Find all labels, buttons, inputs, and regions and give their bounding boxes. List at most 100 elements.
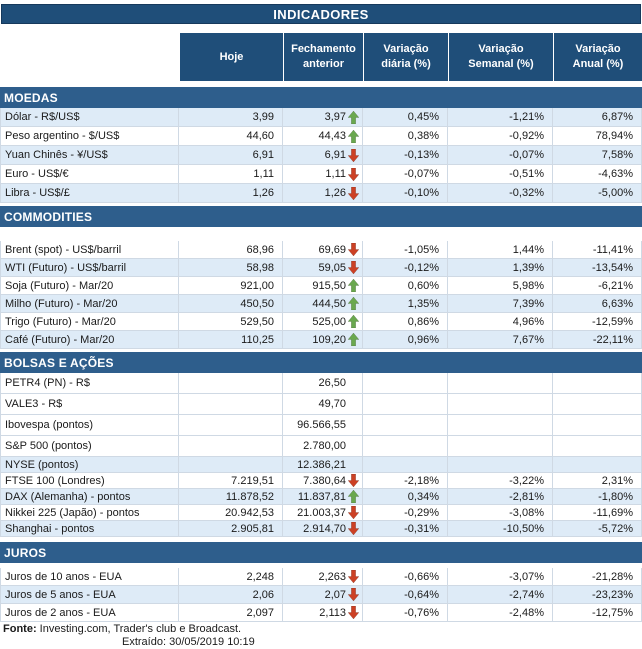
cell-variacao-semanal: -10,50% xyxy=(448,521,553,537)
fechamento-value: 3,97 xyxy=(324,111,346,123)
cell-variacao-semanal: 7,67% xyxy=(448,331,553,349)
trend-down-icon xyxy=(346,570,360,583)
column-header-hoje: Hoje xyxy=(179,33,283,81)
table-row-nyse-pontos: NYSE (pontos) 12.386,21 xyxy=(0,457,642,473)
cell-variacao-anual: -1,80% xyxy=(553,489,642,505)
row-label: FTSE 100 (Londres) xyxy=(0,473,179,489)
cell-fechamento-anterior: 44,43 xyxy=(283,127,363,146)
cell-fechamento-anterior: 915,50 xyxy=(283,277,363,295)
cell-hoje: 529,50 xyxy=(179,313,283,331)
cell-hoje xyxy=(179,394,283,415)
trend-up-icon xyxy=(346,129,360,143)
cell-fechamento-anterior: 49,70 xyxy=(283,394,363,415)
fechamento-value: 11.837,81 xyxy=(297,490,346,503)
cell-variacao-semanal: 5,98% xyxy=(448,277,553,295)
row-label: WTI (Futuro) - US$/barril xyxy=(0,259,179,277)
cell-hoje xyxy=(179,457,283,473)
source-label: Fonte: xyxy=(3,623,37,635)
cell-hoje: 6,91 xyxy=(179,146,283,165)
header-empty-cell xyxy=(0,33,179,81)
cell-hoje: 3,99 xyxy=(179,108,283,127)
table-row-petr4-pn-r: PETR4 (PN) - R$ 26,50 xyxy=(0,373,642,394)
cell-variacao-semanal: -3,07% xyxy=(448,568,553,586)
cell-fechamento-anterior: 7.380,64 xyxy=(283,473,363,489)
cell-variacao-semanal: -3,08% xyxy=(448,505,553,521)
table-row-milho-futuro-mar-20: Milho (Futuro) - Mar/20 450,50 444,50 1,35%… xyxy=(0,295,642,313)
cell-variacao-semanal: 1,39% xyxy=(448,259,553,277)
cell-variacao-semanal: -2,74% xyxy=(448,586,553,604)
cell-fechamento-anterior: 12.386,21 xyxy=(283,457,363,473)
fechamento-value: 2.780,00 xyxy=(303,440,346,452)
cell-variacao-anual xyxy=(553,373,642,394)
trend-down-icon xyxy=(346,506,360,519)
row-label: S&P 500 (pontos) xyxy=(0,436,179,457)
cell-variacao-anual: -21,28% xyxy=(553,568,642,586)
cell-variacao-diaria: -2,18% xyxy=(363,473,448,489)
trend-down-icon xyxy=(346,148,360,162)
cell-variacao-diaria xyxy=(363,373,448,394)
cell-variacao-diaria: -0,66% xyxy=(363,568,448,586)
fechamento-value: 96.566,55 xyxy=(297,419,346,431)
cell-hoje: 2,097 xyxy=(179,604,283,622)
cell-variacao-semanal: -3,22% xyxy=(448,473,553,489)
cell-variacao-diaria: -0,07% xyxy=(363,165,448,184)
fechamento-value: 69,69 xyxy=(318,243,346,256)
fechamento-value: 12.386,21 xyxy=(297,458,346,471)
cell-hoje: 1,26 xyxy=(179,184,283,203)
section-spacer xyxy=(0,227,642,241)
section-header-moedas: MOEDAS xyxy=(0,87,642,108)
cell-variacao-anual xyxy=(553,436,642,457)
cell-variacao-diaria: 0,34% xyxy=(363,489,448,505)
cell-variacao-semanal xyxy=(448,373,553,394)
row-label: Euro - US$/€ xyxy=(0,165,179,184)
cell-variacao-diaria: 0,38% xyxy=(363,127,448,146)
cell-variacao-anual: -13,54% xyxy=(553,259,642,277)
fechamento-value: 59,05 xyxy=(318,261,346,274)
cell-variacao-semanal xyxy=(448,436,553,457)
trend-down-icon xyxy=(346,522,360,535)
table-row-cafe-futuro-mar-20: Café (Futuro) - Mar/20 110,25 109,20 0,96% 7… xyxy=(0,331,642,349)
cell-variacao-semanal: -0,51% xyxy=(448,165,553,184)
table-row-juros-de-10-anos-eua: Juros de 10 anos - EUA 2,248 2,263 -0,66% -3… xyxy=(0,568,642,586)
row-label: Nikkei 225 (Japão) - pontos xyxy=(0,505,179,521)
fechamento-value: 44,43 xyxy=(318,130,346,142)
cell-hoje: 20.942,53 xyxy=(179,505,283,521)
cell-variacao-diaria: 1,35% xyxy=(363,295,448,313)
cell-fechamento-anterior: 525,00 xyxy=(283,313,363,331)
trend-up-icon xyxy=(346,315,360,328)
cell-variacao-diaria xyxy=(363,394,448,415)
cell-variacao-anual: 6,63% xyxy=(553,295,642,313)
row-label: Shanghai - pontos xyxy=(0,521,179,537)
cell-fechamento-anterior: 1,11 xyxy=(283,165,363,184)
trend-up-icon xyxy=(346,297,360,310)
row-label: Milho (Futuro) - Mar/20 xyxy=(0,295,179,313)
row-label: Peso argentino - $/US$ xyxy=(0,127,179,146)
table-header-row: Hoje Fechamento anterior Variação diária… xyxy=(0,33,642,81)
cell-hoje: 44,60 xyxy=(179,127,283,146)
fechamento-value: 49,70 xyxy=(318,398,346,410)
cell-variacao-semanal: -1,21% xyxy=(448,108,553,127)
fechamento-value: 915,50 xyxy=(312,279,346,292)
cell-hoje: 2,06 xyxy=(179,586,283,604)
fechamento-value: 525,00 xyxy=(312,315,346,328)
column-header-fechamento: Fechamento anterior xyxy=(283,33,363,81)
trend-up-icon xyxy=(346,110,360,124)
cell-variacao-diaria: -0,10% xyxy=(363,184,448,203)
cell-fechamento-anterior: 444,50 xyxy=(283,295,363,313)
fechamento-value: 2.914,70 xyxy=(303,522,346,535)
fechamento-value: 7.380,64 xyxy=(303,474,346,487)
cell-hoje: 921,00 xyxy=(179,277,283,295)
cell-fechamento-anterior: 2,07 xyxy=(283,586,363,604)
table-row-soja-futuro-mar-20: Soja (Futuro) - Mar/20 921,00 915,50 0,60% 5… xyxy=(0,277,642,295)
cell-hoje: 11.878,52 xyxy=(179,489,283,505)
table-row-juros-de-2-anos-eua: Juros de 2 anos - EUA 2,097 2,113 -0,76% -2,… xyxy=(0,604,642,622)
cell-variacao-anual: -12,75% xyxy=(553,604,642,622)
trend-up-icon xyxy=(346,279,360,292)
cell-variacao-anual: -11,69% xyxy=(553,505,642,521)
table-row-ibovespa-pontos: Ibovespa (pontos) 96.566,55 xyxy=(0,415,642,436)
cell-variacao-diaria: -0,12% xyxy=(363,259,448,277)
cell-fechamento-anterior: 3,97 xyxy=(283,108,363,127)
cell-variacao-anual: -4,63% xyxy=(553,165,642,184)
trend-up-icon xyxy=(346,490,360,503)
